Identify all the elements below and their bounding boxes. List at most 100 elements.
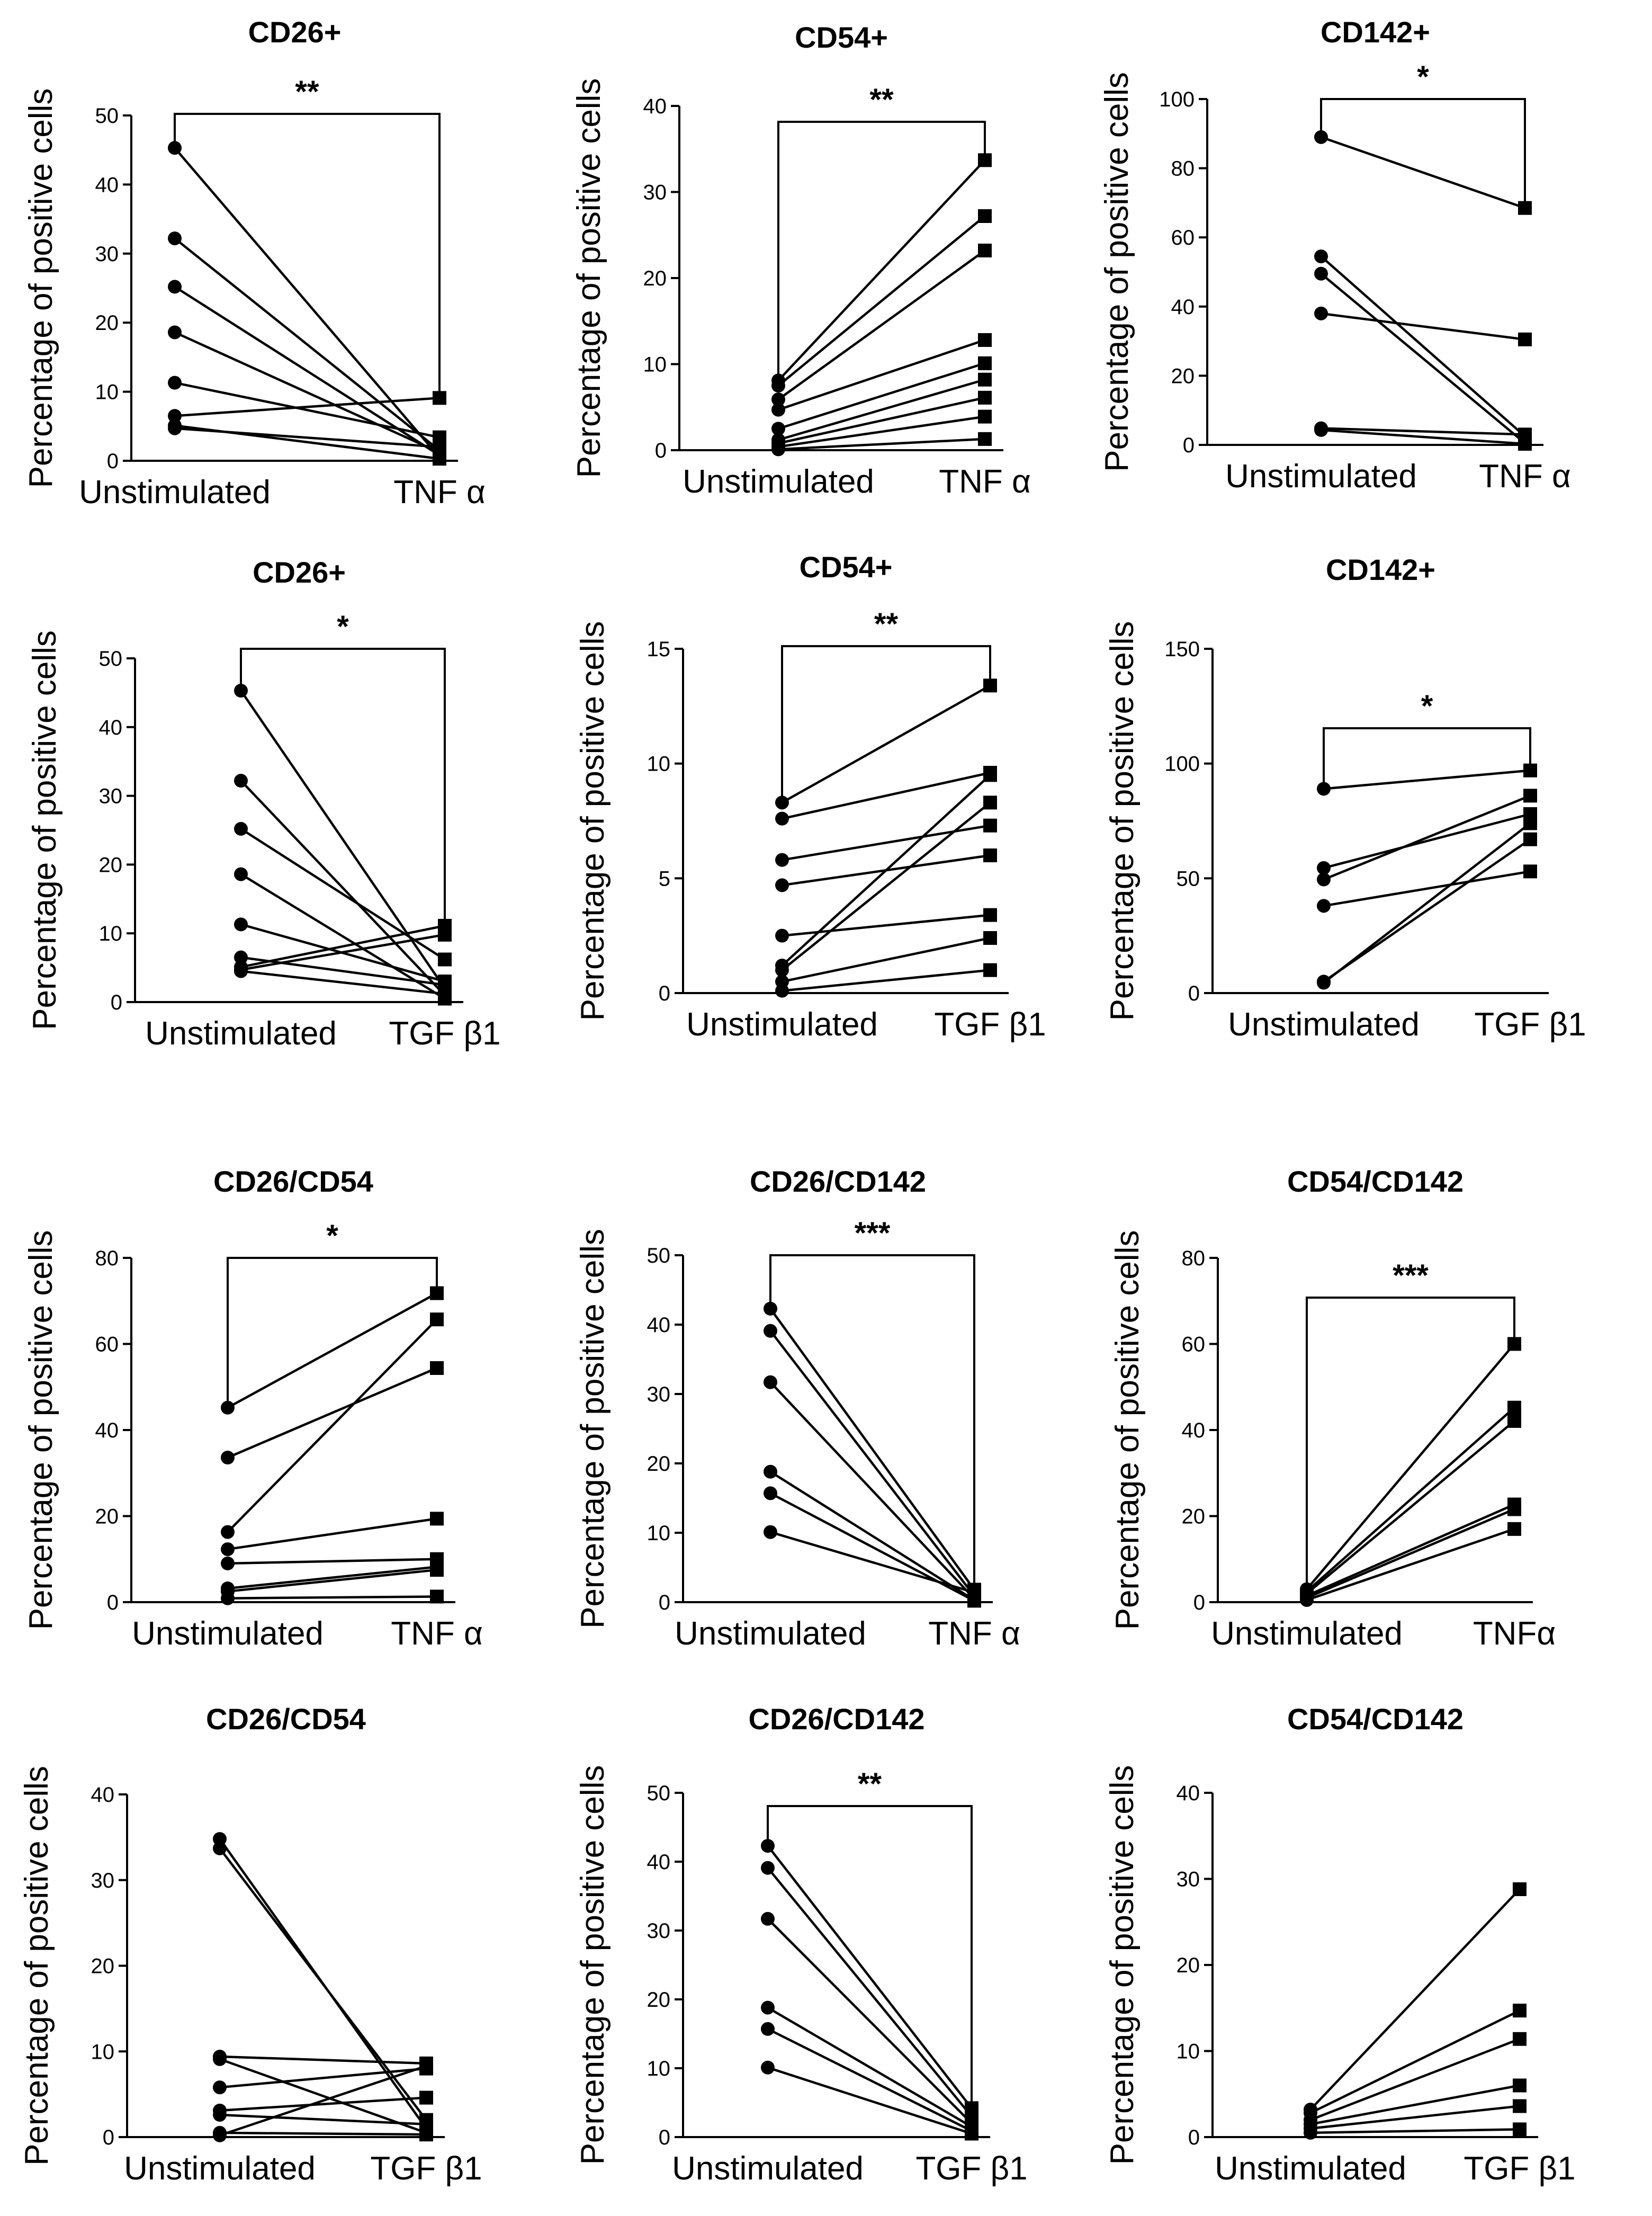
significance-label: * [326,1219,338,1253]
pair-line [240,956,445,986]
point-stimulated [978,372,992,387]
y-tick-label: 0 [655,439,667,462]
pair-line [769,1470,975,1601]
x-category-label: TGF β1 [389,1015,500,1052]
chart-title: CD54/CD142 [1287,1702,1464,1736]
y-tick-label: 0 [103,2126,114,2149]
y-tick-label: 30 [647,1383,671,1406]
panel-9: CD54/CD142 Percentage of positive cells 0 2… [1109,1165,1556,1652]
point-stimulated [1507,1414,1521,1428]
y-tick-label: 5 [659,867,670,890]
y-axis-label: Percentage of positive cells [1099,72,1135,472]
point-unstimulated [761,2060,775,2075]
y-tick-label: 40 [1171,296,1195,319]
point-unstimulated [1314,423,1328,437]
point-stimulated [978,209,992,223]
y-tick-label: 40 [647,1851,671,1874]
x-category-label: TNF α [939,463,1031,500]
pair-line [767,2066,972,2135]
pair-line [769,1308,975,1590]
point-stimulated [433,440,446,454]
y-tick-label: 30 [643,181,667,204]
point-stimulated [1507,1502,1521,1516]
point-stimulated [983,768,997,782]
point-stimulated [419,2128,433,2142]
significance-bracket [777,121,986,381]
point-unstimulated [1317,861,1331,875]
x-category-label: Unstimulated [672,2150,864,2187]
pair-line [778,415,985,448]
chart-title: CD54+ [800,550,893,584]
pair-line [240,873,446,1000]
pair-line [1310,2038,1520,2121]
y-axis-label: Percentage of positive cells [23,88,59,488]
point-stimulated [430,1312,444,1327]
point-unstimulated [1317,872,1331,887]
pair-line [1309,1888,1521,2111]
point-stimulated [978,356,992,370]
panel-8: CD26/CD142 Percentage of positive cells 0 1… [574,1165,1020,1652]
y-axis-label: Percentage of positive cells [1104,1765,1141,2165]
chart-title: CD142+ [1326,553,1435,586]
significance-bracket [1306,1297,1515,1589]
point-unstimulated [764,1486,777,1500]
point-unstimulated [761,2022,775,2036]
y-tick-label: 10 [647,1522,671,1545]
pair-line [769,1381,975,1600]
y-tick-label: 0 [1188,982,1200,1005]
x-category-label: Unstimulated [675,1615,866,1652]
pair-line [227,1568,437,1593]
y-axis-label: Percentage of positive cells [574,621,611,1021]
point-unstimulated [761,1861,775,1875]
point-unstimulated [221,1542,235,1557]
pair-line [1320,273,1526,444]
chart-title: CD26/CD142 [750,1165,926,1198]
pair-line [767,2006,973,2128]
y-tick-label: 50 [647,1782,671,1805]
panel-4: CD26+ Percentage of positive cells 0 10 20 30… [26,556,501,1052]
significance-bracket [767,1805,973,2108]
y-tick-label: 0 [659,1591,670,1614]
pair-line [1306,1343,1515,1590]
pair-line [219,2113,427,2125]
panel-6: CD142+ Percentage of positive cells 0 50 100… [1104,553,1586,1043]
pair-line [767,1845,973,2109]
y-tick-label: 20 [647,1988,671,2012]
point-stimulated [1523,789,1537,803]
point-unstimulated [1304,2125,1317,2140]
pair-line [1310,2009,1520,2114]
point-unstimulated [234,821,248,836]
y-axis-label: Percentage of positive cells [26,630,63,1030]
y-tick-label: 10 [99,922,123,945]
point-unstimulated [234,964,248,978]
x-category-label: TNF α [928,1615,1020,1652]
point-unstimulated [775,963,789,977]
y-axis-label: Percentage of positive cells [571,78,607,478]
pair-line [767,1867,973,2117]
pair-line [777,249,986,400]
y-tick-label: 30 [95,243,119,266]
point-unstimulated [221,1556,235,1570]
point-unstimulated [764,1375,777,1389]
pair-line [1323,794,1531,881]
pair-line [782,824,991,861]
point-stimulated [983,796,997,810]
pair-line [240,970,445,995]
x-category-label: TNF α [1479,458,1571,495]
pair-line [781,774,991,967]
point-unstimulated [771,422,785,436]
panel-1: CD26+ Percentage of positive cells 0 10 20 30… [23,15,486,511]
point-stimulated [978,333,992,347]
y-tick-label: 150 [1164,638,1200,661]
point-unstimulated [213,2107,227,2122]
y-tick-label: 40 [1177,1782,1200,1805]
significance-label: ** [858,1767,882,1801]
pair-line [767,1918,973,2124]
y-tick-label: 100 [1159,88,1195,111]
point-stimulated [1507,1522,1521,1536]
pair-line [240,933,445,971]
point-unstimulated [771,392,785,407]
point-stimulated [1518,437,1532,451]
point-unstimulated [213,2052,227,2066]
y-tick-label: 0 [1183,434,1195,457]
